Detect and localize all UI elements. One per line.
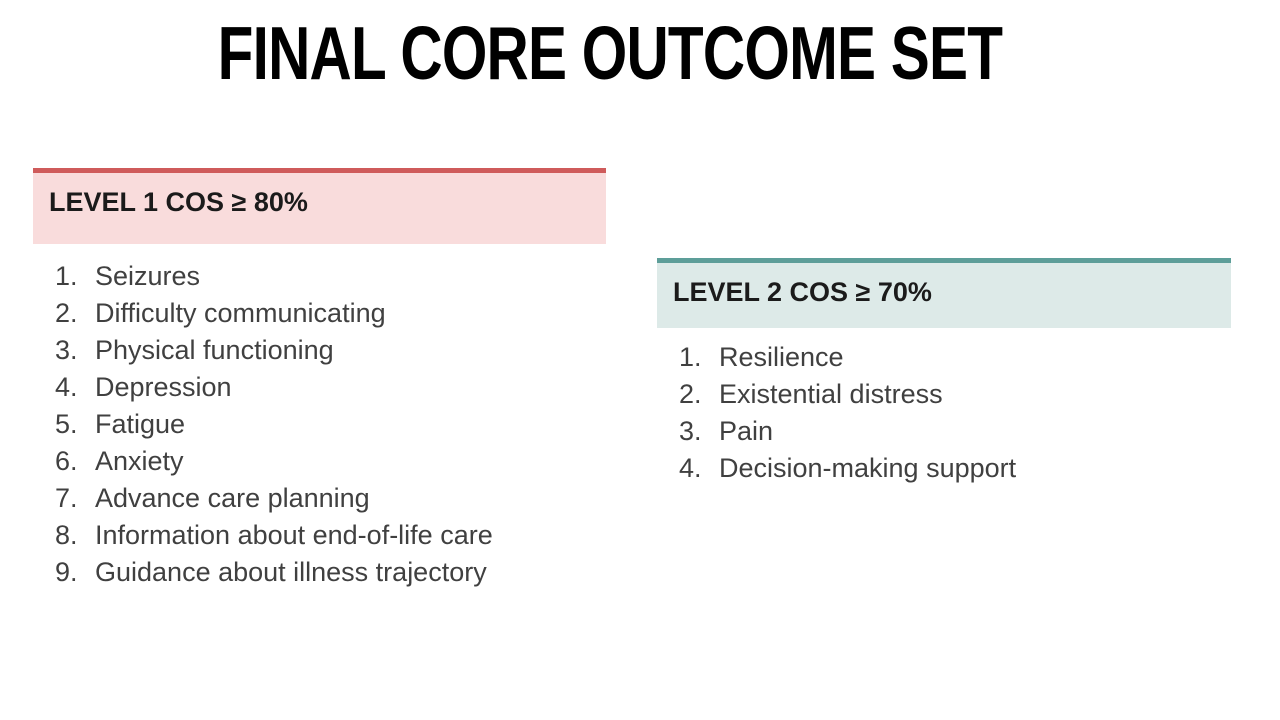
list-item: Pain <box>679 413 774 450</box>
list-item: Fatigue <box>55 406 186 443</box>
list-item: Depression <box>55 369 232 406</box>
list-item: Existential distress <box>679 376 943 413</box>
list-item: Guidance about illness trajectory <box>55 554 487 591</box>
title-container: FINAL CORE OUTCOME SET <box>0 16 1280 91</box>
list-item: Anxiety <box>55 443 184 480</box>
level2-panel: LEVEL 2 COS ≥ 70% Resilience Existential… <box>657 258 1231 487</box>
list-item: Decision-making support <box>679 450 1017 487</box>
level2-header: LEVEL 2 COS ≥ 70% <box>657 258 1231 328</box>
level1-list: Seizures Difficulty communicating Physic… <box>33 258 606 591</box>
list-item: Difficulty communicating <box>55 295 386 332</box>
level2-list: Resilience Existential distress Pain Dec… <box>657 339 1231 487</box>
list-item: Information about end-of-life care <box>55 517 493 554</box>
list-item: Seizures <box>55 258 201 295</box>
slide-title: FINAL CORE OUTCOME SET <box>217 11 1003 95</box>
list-item: Resilience <box>679 339 844 376</box>
list-item: Physical functioning <box>55 332 334 369</box>
list-item: Advance care planning <box>55 480 370 517</box>
level1-panel: LEVEL 1 COS ≥ 80% Seizures Difficulty co… <box>33 168 606 591</box>
level1-header: LEVEL 1 COS ≥ 80% <box>33 168 606 244</box>
